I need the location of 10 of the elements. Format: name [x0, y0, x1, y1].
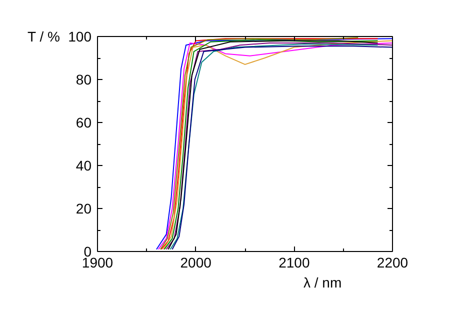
y-tick-label: 40	[76, 158, 92, 174]
x-axis-title: λ / nm	[304, 274, 342, 290]
y-tick-label: 100	[68, 28, 92, 44]
y-tick-label: 80	[76, 72, 92, 88]
y-tick-label: 20	[76, 200, 92, 216]
x-tick-label: 2100	[278, 254, 310, 270]
x-tick-label: 2000	[180, 254, 212, 270]
y-axis-title: T / %	[28, 28, 60, 44]
y-tick-label: 60	[76, 114, 92, 130]
x-tick-label: 2200	[376, 254, 408, 270]
